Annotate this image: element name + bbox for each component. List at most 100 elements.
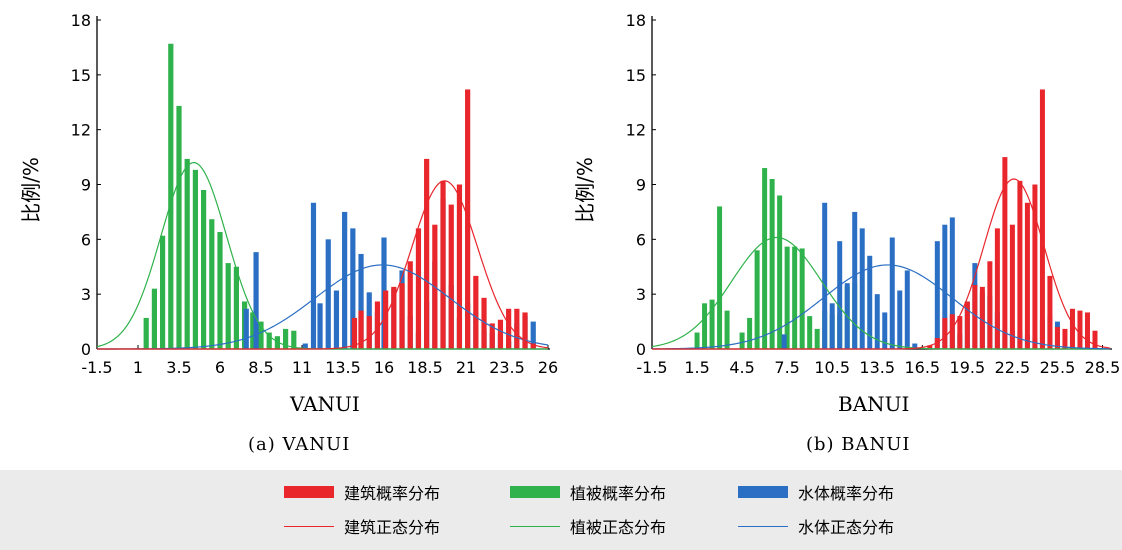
legend-label: 水体正态分布 — [798, 518, 895, 537]
bar-水体概率分布 — [310, 202, 317, 349]
bar-植被概率分布 — [724, 310, 730, 349]
legend-item-water-line: 水体正态分布 — [738, 516, 895, 537]
bar-建筑概率分布 — [987, 261, 993, 349]
bar-建筑概率分布 — [979, 286, 985, 349]
bar-建筑概率分布 — [1002, 157, 1008, 349]
curve-建筑正态分布 — [97, 180, 549, 350]
y-tick-label: 9 — [81, 176, 91, 195]
x-tick-label: 4.5 — [729, 358, 754, 377]
bar-植被概率分布 — [258, 321, 264, 349]
bar-建筑概率分布 — [1069, 308, 1075, 349]
legend-swatch-vegetation-bar — [510, 486, 560, 498]
y-tick-label: 15 — [71, 66, 91, 85]
bar-水体概率分布 — [837, 241, 843, 349]
x-tick-label: 1 — [133, 358, 143, 377]
legend-label: 植被正态分布 — [570, 518, 667, 537]
bar-植被概率分布 — [754, 250, 760, 349]
bar-植被概率分布 — [807, 316, 813, 349]
y-tick-label: 3 — [636, 285, 646, 304]
bar-植被概率分布 — [702, 303, 708, 349]
bar-建筑概率分布 — [1084, 312, 1090, 349]
bar-水体概率分布 — [253, 252, 259, 349]
bar-建筑概率分布 — [424, 158, 430, 349]
bar-植被概率分布 — [709, 299, 715, 349]
y-tick-label: 12 — [626, 121, 646, 140]
bar-植被概率分布 — [747, 317, 753, 349]
bar-植被概率分布 — [225, 263, 231, 349]
bar-植被概率分布 — [209, 219, 215, 349]
bar-植被概率分布 — [160, 235, 166, 349]
x-tick-label: 13.5 — [859, 358, 895, 377]
bar-建筑概率分布 — [522, 312, 528, 349]
y-tick-label: 0 — [636, 340, 646, 359]
bar-建筑概率分布 — [506, 308, 512, 349]
x-tick-label: 22.5 — [995, 358, 1031, 377]
bar-建筑概率分布 — [1024, 202, 1030, 349]
x-tick-label: 6 — [215, 358, 225, 377]
y-tick-label: 18 — [71, 11, 91, 30]
legend-swatch-water-bar — [738, 486, 788, 498]
legend-line-vegetation — [510, 525, 560, 527]
bar-水体概率分布 — [949, 217, 955, 349]
bar-建筑概率分布 — [957, 316, 963, 349]
bar-植被概率分布 — [814, 328, 820, 349]
bar-水体概率分布 — [859, 228, 865, 349]
bar-建筑概率分布 — [927, 345, 933, 349]
bar-植被概率分布 — [266, 332, 272, 349]
curve-水体正态分布 — [97, 264, 549, 350]
bar-建筑概率分布 — [1039, 89, 1045, 349]
y-tick-label: 12 — [71, 121, 91, 140]
x-tick-label: 26 — [538, 358, 558, 377]
legend-label: 水体概率分布 — [798, 484, 895, 503]
bar-建筑概率分布 — [465, 89, 471, 349]
bar-建筑概率分布 — [1047, 275, 1053, 349]
curve-植被正态分布 — [651, 236, 1110, 350]
y-tick-label: 6 — [81, 230, 91, 249]
bar-建筑概率分布 — [415, 228, 422, 349]
bar-植被概率分布 — [176, 105, 182, 350]
y-tick-label: 9 — [636, 176, 646, 195]
bar-建筑概率分布 — [964, 301, 970, 349]
x-tick-label: 10.5 — [814, 358, 850, 377]
legend-item-vegetation-line: 植被正态分布 — [510, 516, 667, 537]
y-tick-label: 3 — [81, 285, 91, 304]
bar-水体概率分布 — [342, 211, 348, 349]
legend-line-water — [738, 525, 788, 527]
bar-建筑概率分布 — [366, 316, 372, 349]
x-tick-label: 21 — [456, 358, 476, 377]
bar-植被概率分布 — [184, 158, 190, 349]
bar-建筑概率分布 — [994, 228, 1000, 349]
legend-item-building-line: 建筑正态分布 — [284, 516, 441, 537]
bar-建筑概率分布 — [934, 338, 940, 349]
bar-水体概率分布 — [942, 224, 948, 349]
x-tick-label: 13.5 — [325, 358, 361, 377]
bar-植被概率分布 — [777, 195, 783, 349]
x-tick-label: 11 — [292, 358, 312, 377]
bar-建筑概率分布 — [1017, 180, 1023, 349]
caption-banui: (b) BANUI — [806, 434, 911, 455]
bar-建筑概率分布 — [1009, 224, 1015, 349]
bar-水体概率分布 — [897, 290, 903, 349]
bar-植被概率分布 — [192, 169, 198, 349]
bar-建筑概率分布 — [383, 290, 389, 349]
legend-line-building — [284, 525, 334, 527]
bar-建筑概率分布 — [972, 285, 978, 349]
bar-植被概率分布 — [694, 332, 700, 349]
bar-植被概率分布 — [283, 328, 289, 349]
legend-item-vegetation-bar: 植被概率分布 — [510, 482, 667, 503]
x-tick-label: 8.5 — [248, 358, 273, 377]
bar-植被概率分布 — [151, 288, 157, 349]
bar-建筑概率分布 — [1054, 327, 1060, 349]
bar-植被概率分布 — [769, 179, 775, 349]
bar-水体概率分布 — [302, 343, 308, 349]
legend-label: 建筑正态分布 — [344, 518, 441, 537]
bar-建筑概率分布 — [358, 310, 364, 349]
bar-建筑概率分布 — [942, 317, 948, 349]
x-tick-label: 25.5 — [1040, 358, 1076, 377]
bar-植被概率分布 — [762, 168, 768, 349]
bar-植被概率分布 — [717, 206, 723, 349]
legend-label: 植被概率分布 — [570, 484, 667, 503]
bar-建筑概率分布 — [351, 317, 358, 349]
bar-植被概率分布 — [784, 246, 790, 349]
